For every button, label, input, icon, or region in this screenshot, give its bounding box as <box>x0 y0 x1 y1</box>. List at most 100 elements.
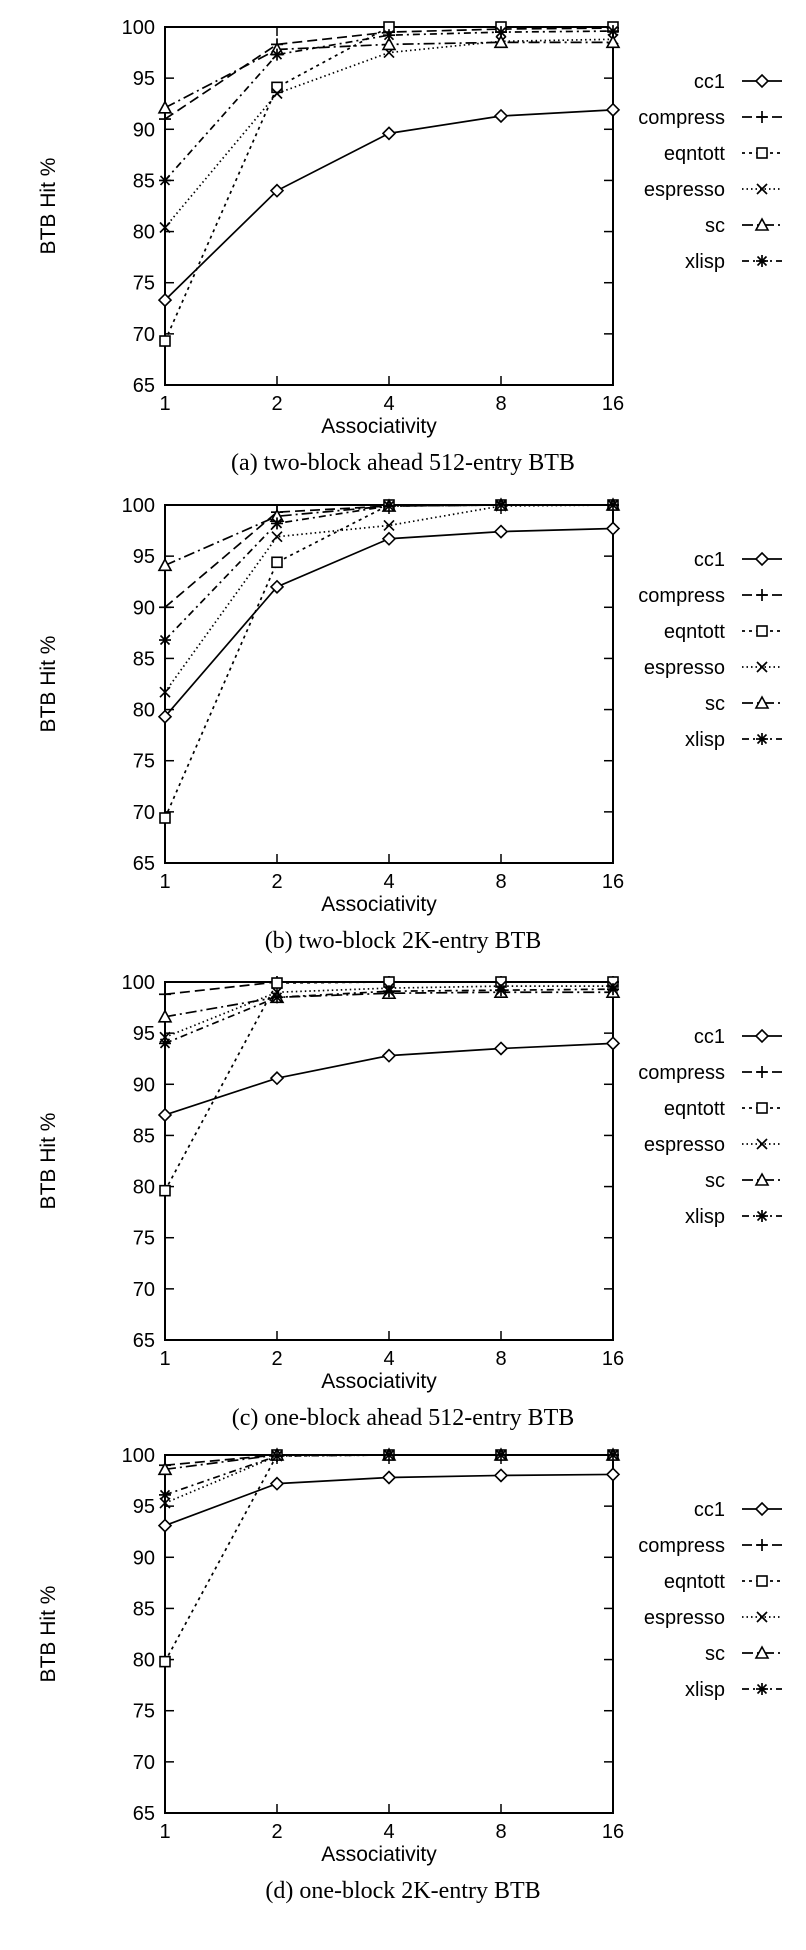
legend-marker-sc <box>754 1645 770 1659</box>
chart-panel-4: 65 70 75 80 85 90 95 100 1 2 4 8 16 Associativity BTB … <box>37 1445 782 1904</box>
plot-frame <box>164 1454 614 1814</box>
data-point-cc1 <box>157 1518 173 1533</box>
series-line-xlisp <box>164 30 614 181</box>
data-point-sc <box>605 34 621 49</box>
legend-marker-cc1 <box>754 551 770 567</box>
legend-label-eqntott: eqntott <box>664 1098 726 1120</box>
y-tick-label: 65 <box>133 1803 155 1825</box>
x-tick-label: 16 <box>602 871 624 893</box>
data-point-cc1 <box>157 292 173 308</box>
data-point-xlisp <box>271 1450 283 1463</box>
data-point-eqntott <box>271 977 283 989</box>
legend-marker-espresso <box>756 1611 768 1623</box>
legend-marker-eqntott <box>756 147 768 159</box>
legend-marker-eqntott <box>756 1575 768 1587</box>
y-tick-label: 70 <box>133 1279 155 1301</box>
y-tick-label: 90 <box>133 1547 155 1569</box>
data-point-xlisp <box>495 984 507 997</box>
y-tick-label: 75 <box>133 1228 155 1250</box>
y-tick-label: 85 <box>133 648 155 670</box>
chart-caption: (d) one-block 2K-entry BTB <box>265 1878 540 1904</box>
data-point-espresso <box>159 1497 171 1509</box>
data-point-cc1 <box>157 709 173 724</box>
y-tick-label: 95 <box>133 546 155 568</box>
data-point-cc1 <box>493 108 509 124</box>
series-sc <box>157 34 621 114</box>
series-line-compress <box>164 504 613 608</box>
legend-marker-compress <box>756 111 768 123</box>
data-point-cc1 <box>381 126 397 141</box>
data-point-cc1 <box>605 102 621 117</box>
y-tick-label: 80 <box>133 222 155 244</box>
x-tick-label: 2 <box>271 1348 282 1370</box>
data-point-sc <box>381 36 397 51</box>
data-point-cc1 <box>157 1107 173 1123</box>
y-tick-label: 90 <box>133 1074 155 1096</box>
legend-label-compress: compress <box>638 585 725 607</box>
legend-marker-sc <box>754 1172 770 1186</box>
series-eqntott <box>159 499 619 824</box>
x-axis-label: Associativity <box>321 415 437 438</box>
data-point-xlisp <box>607 1449 619 1461</box>
x-tick-label: 1 <box>159 393 170 415</box>
data-point-xlisp <box>495 26 507 39</box>
y-tick-label: 95 <box>133 1023 155 1045</box>
data-point-espresso <box>159 221 171 234</box>
data-point-xlisp <box>159 174 171 187</box>
series-eqntott <box>159 21 619 347</box>
x-tick-label: 2 <box>271 1821 282 1843</box>
legend-label-compress: compress <box>638 1535 725 1557</box>
y-tick-label: 90 <box>133 119 155 141</box>
legend-label-espresso: espresso <box>644 1134 725 1156</box>
y-tick-label: 95 <box>133 68 155 90</box>
legend-marker-eqntott <box>756 625 768 637</box>
chart-caption: (c) one-block ahead 512-entry BTB <box>232 1405 575 1431</box>
data-point-xlisp <box>383 1449 395 1461</box>
data-point-xlisp <box>383 29 395 42</box>
data-point-cc1 <box>605 1036 621 1051</box>
y-tick-label: 65 <box>133 375 155 397</box>
legend-label-sc: sc <box>705 1170 725 1192</box>
legend-label-compress: compress <box>638 1062 725 1084</box>
plot-frame <box>164 26 614 386</box>
series-line-xlisp <box>164 1454 613 1496</box>
series-cc1 <box>157 1467 621 1533</box>
legend: cc1 compress eqntott espresso sc xlisp <box>638 71 782 273</box>
legend-marker-xlisp <box>756 733 768 745</box>
y-tick-label: 75 <box>133 751 155 773</box>
legend-marker-xlisp <box>756 1210 768 1222</box>
legend-label-sc: sc <box>705 693 725 715</box>
legend-marker-compress <box>756 589 768 601</box>
x-tick-label: 8 <box>495 1821 506 1843</box>
y-tick-label: 100 <box>122 495 155 517</box>
chart-caption: (a) two-block ahead 512-entry BTB <box>231 450 575 476</box>
legend-label-xlisp: xlisp <box>685 251 725 273</box>
legend-marker-espresso <box>756 1138 768 1150</box>
y-tick-label: 70 <box>133 324 155 346</box>
x-tick-label: 2 <box>271 393 282 415</box>
legend-label-xlisp: xlisp <box>685 1206 725 1228</box>
data-point-cc1 <box>605 1467 621 1482</box>
y-tick-label: 65 <box>133 1330 155 1352</box>
series-compress <box>159 499 619 614</box>
y-tick-label: 80 <box>133 700 155 722</box>
legend-marker-espresso <box>756 183 768 195</box>
legend-label-xlisp: xlisp <box>685 729 725 751</box>
legend-marker-cc1 <box>754 73 770 89</box>
data-point-xlisp <box>159 1037 171 1050</box>
data-point-cc1 <box>493 1041 509 1056</box>
series-line-eqntott <box>164 1454 613 1663</box>
data-point-eqntott <box>271 556 283 569</box>
x-tick-label: 16 <box>602 1821 624 1843</box>
y-tick-label: 70 <box>133 802 155 824</box>
legend-marker-xlisp <box>756 1683 768 1695</box>
y-axis-label: BTB Hit % <box>37 636 60 733</box>
y-tick-label: 95 <box>133 1496 155 1518</box>
y-tick-label: 65 <box>133 853 155 875</box>
x-tick-label: 1 <box>159 1821 170 1843</box>
legend-label-eqntott: eqntott <box>664 143 726 165</box>
legend: cc1 compress eqntott espresso sc xlisp <box>638 1499 782 1701</box>
y-tick-label: 100 <box>122 17 155 39</box>
x-tick-label: 2 <box>271 871 282 893</box>
series-xlisp <box>159 499 619 647</box>
